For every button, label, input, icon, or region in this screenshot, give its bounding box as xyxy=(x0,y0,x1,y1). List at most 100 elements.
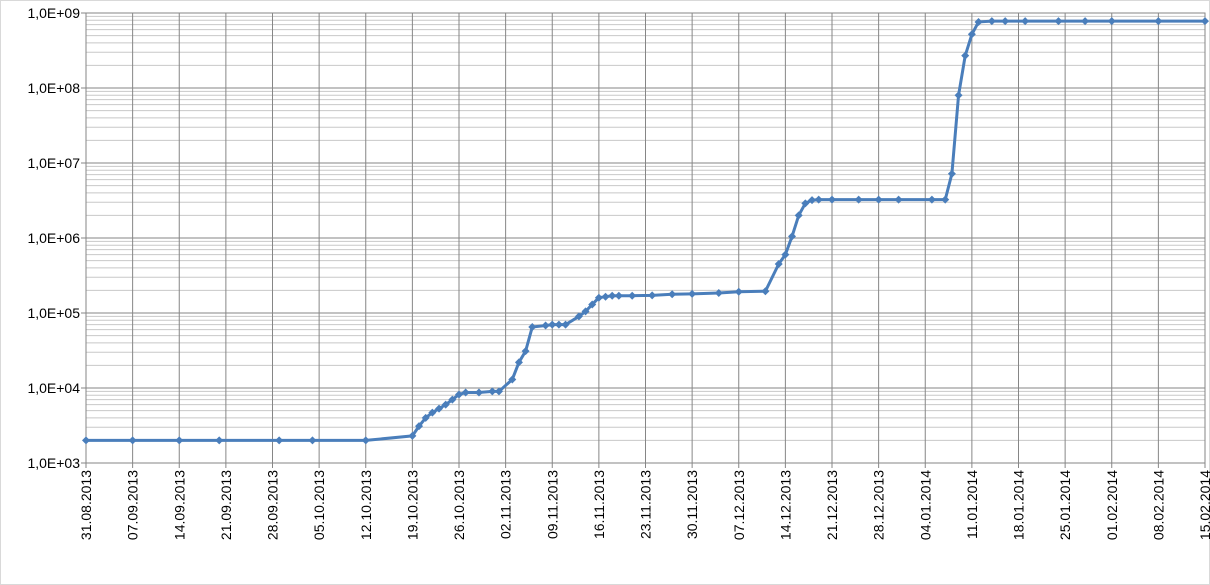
plot-border xyxy=(85,12,1206,464)
marker xyxy=(814,195,823,204)
marker xyxy=(601,292,610,301)
marker xyxy=(734,287,743,296)
y-tick-label: 1,0E+03 xyxy=(27,455,80,471)
y-tick-label: 1,0E+04 xyxy=(27,380,80,396)
marker xyxy=(82,436,90,445)
x-tick-label: 14.12.2013 xyxy=(777,470,793,540)
marker xyxy=(854,195,863,204)
marker xyxy=(588,300,597,309)
marker xyxy=(927,195,936,204)
x-tick-label: 16.11.2013 xyxy=(591,470,607,539)
marker xyxy=(415,422,424,431)
marker xyxy=(554,320,563,329)
x-tick-label: 08.02.2014 xyxy=(1150,470,1166,540)
marker xyxy=(788,232,797,241)
marker xyxy=(668,290,677,299)
x-tick-label: 30.11.2013 xyxy=(684,470,700,539)
y-tick-label: 1,0E+09 xyxy=(27,5,80,21)
marker xyxy=(614,291,623,300)
marker xyxy=(1107,17,1116,26)
marker xyxy=(1001,17,1010,26)
y-tick-label: 1,0E+05 xyxy=(27,305,80,321)
x-tick-label: 31.08.2013 xyxy=(78,470,94,540)
marker xyxy=(628,291,637,300)
marker xyxy=(408,431,417,440)
y-tick-label: 1,0E+08 xyxy=(27,80,80,96)
marker xyxy=(548,320,557,329)
marker xyxy=(308,436,317,445)
marker xyxy=(894,195,903,204)
x-tick-label: 11.01.2014 xyxy=(964,470,980,539)
marker xyxy=(774,260,783,269)
marker xyxy=(954,91,963,100)
marker xyxy=(801,199,810,208)
marker xyxy=(494,387,503,396)
marker xyxy=(455,390,463,399)
x-tick-label: 09.11.2013 xyxy=(544,470,560,539)
x-tick-label: 21.12.2013 xyxy=(824,470,840,540)
marker xyxy=(874,195,883,204)
marker xyxy=(361,436,370,445)
x-tick-label: 28.12.2013 xyxy=(871,470,887,540)
marker xyxy=(974,17,983,26)
marker xyxy=(648,291,657,300)
marker xyxy=(508,375,517,384)
x-tick-label: 18.01.2014 xyxy=(1011,470,1027,540)
x-tick-label: 07.12.2013 xyxy=(731,470,747,540)
marker xyxy=(215,436,224,445)
marker xyxy=(514,358,523,367)
marker xyxy=(941,195,950,204)
marker xyxy=(1154,17,1163,26)
marker xyxy=(441,400,450,409)
marker xyxy=(421,413,430,422)
marker xyxy=(1054,17,1063,26)
x-tick-label: 28.09.2013 xyxy=(265,470,281,540)
marker xyxy=(594,293,603,302)
x-tick-label: 01.02.2014 xyxy=(1104,470,1120,540)
marker xyxy=(794,211,803,220)
marker xyxy=(448,395,457,404)
marker xyxy=(1081,17,1090,26)
marker xyxy=(461,388,470,397)
x-tick-label: 26.10.2013 xyxy=(451,470,467,540)
marker xyxy=(961,51,970,60)
y-tick-label: 1,0E+06 xyxy=(27,230,80,246)
marker xyxy=(528,323,537,332)
marker xyxy=(987,17,996,26)
marker xyxy=(128,436,137,445)
marker xyxy=(808,196,817,205)
marker xyxy=(781,250,790,259)
x-tick-label: 04.01.2014 xyxy=(917,470,933,540)
marker xyxy=(1021,17,1030,26)
x-tick-label: 05.10.2013 xyxy=(311,470,327,540)
marker xyxy=(714,288,723,297)
marker xyxy=(435,404,444,413)
marker xyxy=(474,388,483,397)
marker xyxy=(1201,17,1209,26)
marker xyxy=(688,289,697,298)
marker xyxy=(275,436,284,445)
marker xyxy=(521,347,530,356)
x-tick-label: 15.02.2014 xyxy=(1197,470,1210,540)
x-tick-label: 19.10.2013 xyxy=(404,470,420,540)
x-tick-label: 14.09.2013 xyxy=(171,470,187,540)
marker xyxy=(175,436,184,445)
marker xyxy=(541,321,550,330)
marker xyxy=(608,291,617,300)
x-tick-label: 12.10.2013 xyxy=(358,470,374,540)
x-tick-label: 23.11.2013 xyxy=(638,470,654,539)
x-tick-label: 21.09.2013 xyxy=(218,470,234,540)
marker xyxy=(574,312,583,321)
y-tick-label: 1,0E+07 xyxy=(27,155,80,171)
x-tick-label: 07.09.2013 xyxy=(125,470,141,540)
marker xyxy=(967,30,976,39)
x-tick-label: 25.01.2014 xyxy=(1057,470,1073,540)
marker xyxy=(428,408,437,417)
marker xyxy=(581,307,590,316)
marker xyxy=(561,320,570,329)
marker xyxy=(488,387,497,396)
marker xyxy=(947,169,956,178)
marker xyxy=(761,287,770,296)
